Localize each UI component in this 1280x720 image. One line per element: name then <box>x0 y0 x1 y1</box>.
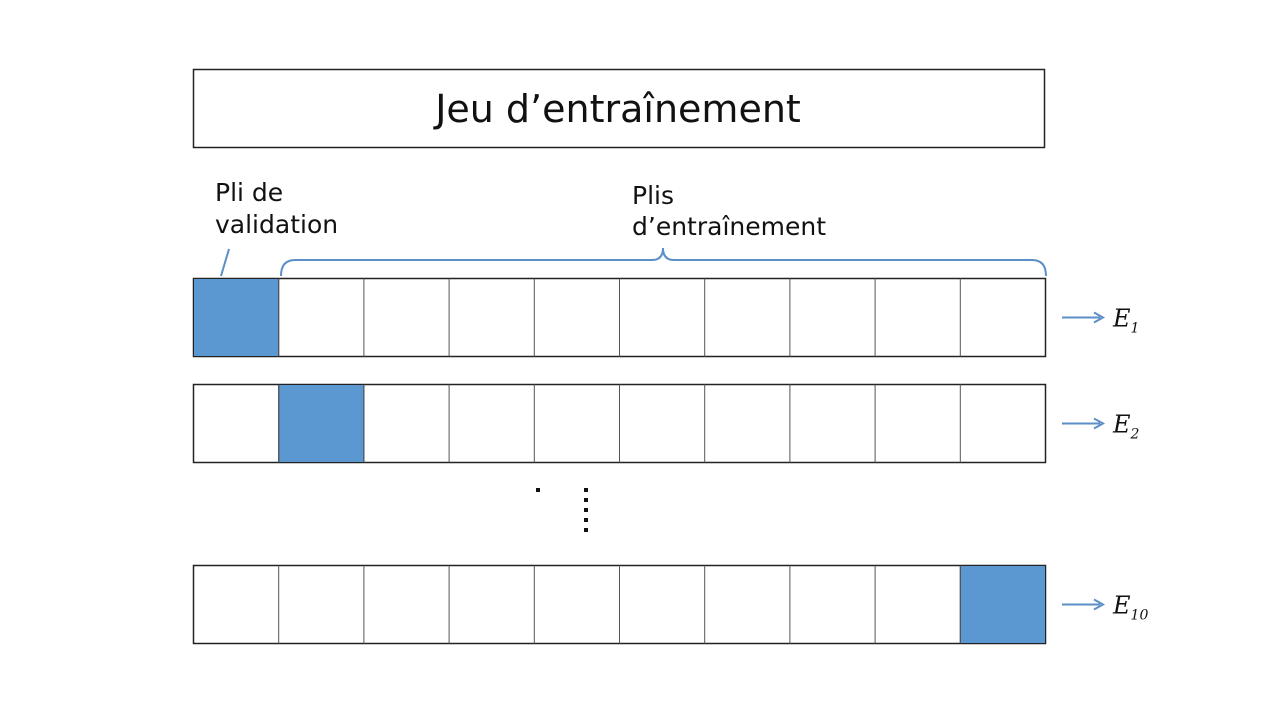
ellipsis-dot <box>584 528 588 532</box>
error-subscript: 1 <box>1131 321 1140 337</box>
error-subscript: 2 <box>1130 427 1140 443</box>
title-box <box>192 68 1046 149</box>
error-letter: E <box>1112 411 1131 439</box>
validation-label: Pli de <box>215 178 283 207</box>
error-label: E2 <box>1112 411 1140 443</box>
arrow-head <box>1093 311 1106 324</box>
ellipsis <box>584 488 588 532</box>
validation-fold <box>959 565 1046 644</box>
arrow-head <box>1093 598 1106 611</box>
brace <box>280 247 1047 277</box>
error-letter: E <box>1112 305 1131 333</box>
ellipsis-dot <box>584 518 588 522</box>
validation-label: validation <box>215 210 338 239</box>
training-label: d’entraînement <box>632 212 826 241</box>
error-label: E10 <box>1112 592 1148 624</box>
ellipsis-dot <box>584 488 588 492</box>
title: Jeu d’entraînement <box>433 87 801 131</box>
error-label: E1 <box>1112 305 1139 337</box>
error-letter: E <box>1112 592 1131 620</box>
training-label: Plis <box>632 181 674 210</box>
validation-fold <box>278 384 365 463</box>
ellipsis-dot <box>536 488 540 492</box>
pointer-line <box>220 248 230 277</box>
ellipsis-dot <box>584 498 588 502</box>
validation-fold <box>193 278 280 357</box>
ellipsis-dot <box>584 508 588 512</box>
arrow-head <box>1093 417 1106 430</box>
error-subscript: 10 <box>1131 608 1149 624</box>
